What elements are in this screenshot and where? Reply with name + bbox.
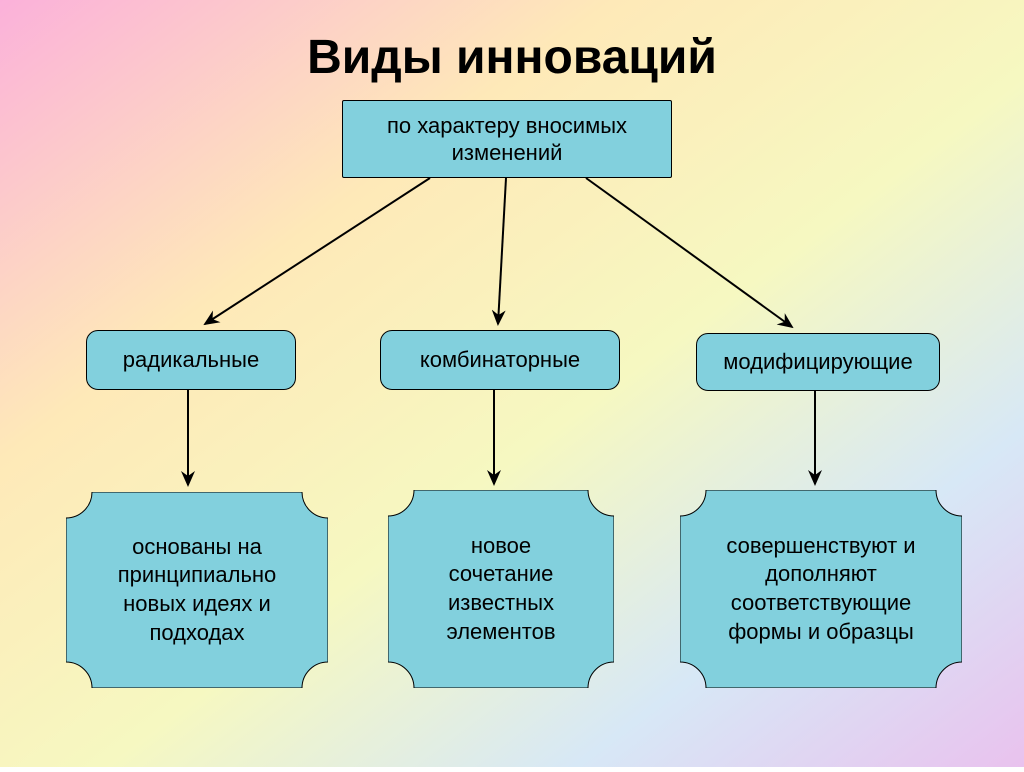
- leaf-text: основаны на принципиально новых идеях и …: [66, 533, 328, 647]
- leaf-text: совершенствуют и дополняют соответствующ…: [680, 532, 962, 646]
- leaf-box-leaf1: основаны на принципиально новых идеях и …: [66, 492, 328, 688]
- mid-box-modif: модифицирующие: [696, 333, 940, 391]
- mid-box-combi: комбинаторные: [380, 330, 620, 390]
- leaf-text: новое сочетание известных элементов: [388, 532, 614, 646]
- leaf-box-leaf3: совершенствуют и дополняют соответствующ…: [680, 490, 962, 688]
- mid-box-radical: радикальные: [86, 330, 296, 390]
- leaf-box-leaf2: новое сочетание известных элементов: [388, 490, 614, 688]
- diagram-title: Виды инноваций: [0, 30, 1024, 85]
- diagram-content: Виды инноваций по характеру вносимых изм…: [0, 0, 1024, 767]
- root-box: по характеру вносимых изменений: [342, 100, 672, 178]
